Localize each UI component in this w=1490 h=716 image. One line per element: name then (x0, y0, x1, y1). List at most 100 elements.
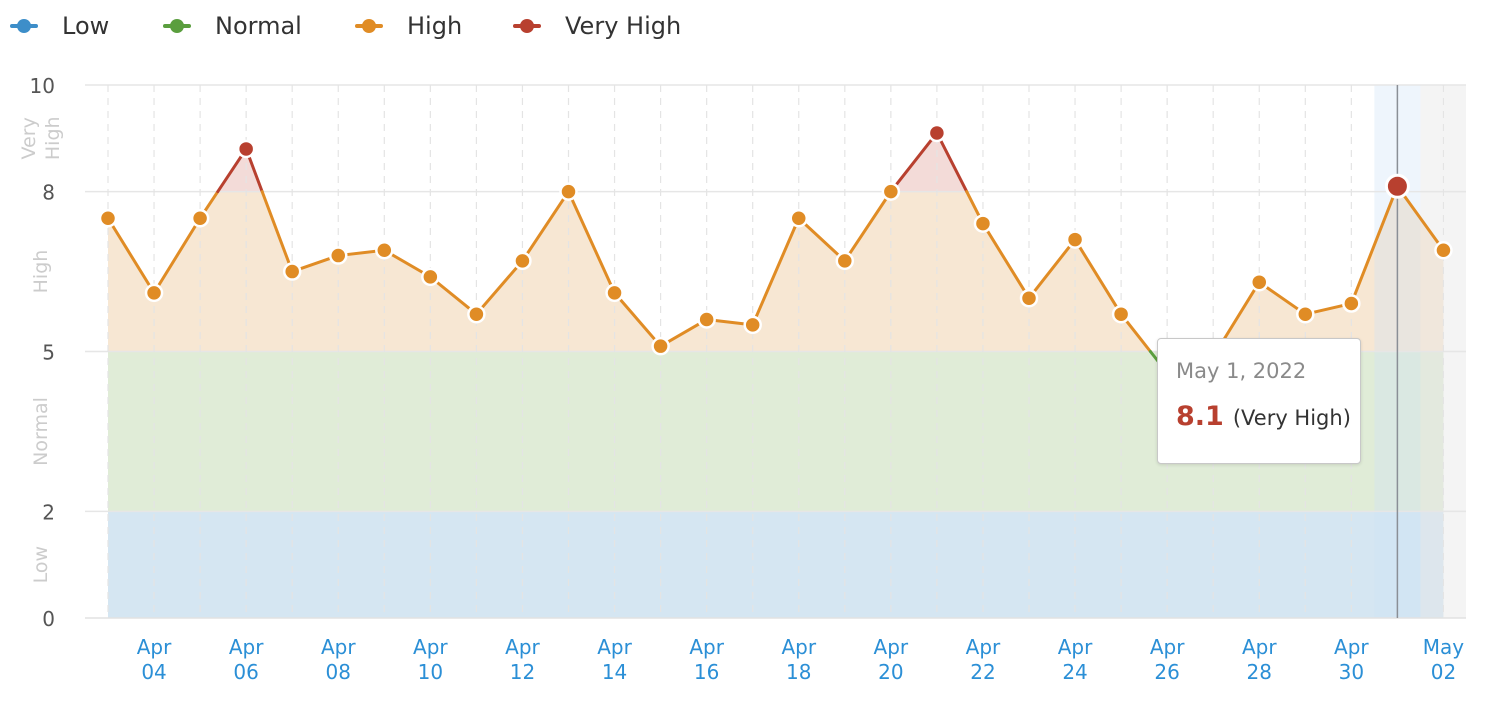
x-tick-month: Apr (321, 635, 356, 659)
x-axis: Apr04Apr06Apr08Apr10Apr12Apr14Apr16Apr18… (85, 617, 1466, 684)
data-point[interactable] (927, 123, 947, 143)
legend-item-very-high[interactable]: Very High (513, 10, 681, 42)
x-tick-day: 18 (786, 660, 811, 684)
x-tick-day: 16 (694, 660, 719, 684)
data-point[interactable] (1342, 294, 1361, 313)
series-line-segment (1257, 280, 1307, 316)
legend-marker-high (355, 18, 383, 34)
x-tick-day: 28 (1247, 660, 1272, 684)
series-line-segment (935, 131, 969, 194)
series-line-segment (1073, 238, 1123, 316)
x-tick-month: Apr (689, 635, 724, 659)
legend-label-high: High (407, 12, 463, 40)
series-line-segment (613, 291, 663, 348)
x-tick-day: 06 (233, 660, 258, 684)
x-tick-month: Apr (1242, 635, 1277, 659)
legend: Low Normal High Very High (0, 0, 1490, 52)
side-label-low: Low (30, 546, 52, 583)
data-point[interactable] (329, 246, 348, 265)
data-point[interactable] (375, 240, 394, 260)
data-point[interactable] (973, 214, 993, 233)
x-tick-day: 10 (418, 660, 443, 684)
series-line-segment (751, 216, 801, 327)
series-line-segment (520, 190, 570, 263)
series-line-segment (843, 190, 893, 263)
legend-marker-very-high (513, 18, 541, 34)
x-tick-day: 12 (510, 660, 535, 684)
x-tick-day: 02 (1431, 660, 1456, 684)
data-point[interactable] (1111, 304, 1131, 324)
y-tick-label: 2 (42, 500, 55, 524)
data-point[interactable] (697, 310, 716, 329)
x-tick-month: Apr (874, 635, 909, 659)
data-point[interactable] (513, 251, 532, 271)
data-point[interactable] (421, 267, 440, 287)
x-tick-day: 08 (326, 660, 351, 684)
data-point[interactable] (144, 283, 164, 303)
highlighted-data-point[interactable] (1384, 173, 1410, 199)
y-tick-label: 5 (42, 341, 55, 365)
y-tick-label: 0 (42, 607, 55, 631)
series-line-segment (152, 216, 202, 295)
x-tick-month: Apr (597, 635, 632, 659)
x-tick-day: 24 (1062, 660, 1087, 684)
x-tick-day: 04 (141, 660, 166, 684)
x-tick-day: 14 (602, 660, 627, 684)
y-tick-label: 10 (30, 74, 55, 98)
x-tick-day: 20 (878, 660, 903, 684)
x-tick-month: Apr (781, 635, 816, 659)
data-point[interactable] (1296, 304, 1315, 324)
data-point[interactable] (467, 304, 486, 324)
side-label-very-high: High (42, 116, 64, 160)
legend-item-normal[interactable]: Normal (163, 10, 302, 42)
tooltip-value: 8.1 (1176, 401, 1224, 432)
data-point[interactable] (236, 139, 256, 159)
data-point[interactable] (1065, 230, 1085, 249)
series-line-segment (474, 259, 524, 316)
tooltip-date: May 1, 2022 (1176, 359, 1307, 383)
legend-marker-normal (163, 18, 191, 34)
data-point[interactable] (1250, 272, 1269, 292)
data-point[interactable] (190, 209, 210, 228)
series-line-segment (428, 275, 478, 316)
data-point[interactable] (835, 251, 855, 271)
side-label-normal: Normal (30, 397, 52, 466)
series-line-segment (889, 131, 939, 194)
data-point[interactable] (651, 336, 670, 356)
series-line-segment (260, 190, 294, 274)
series-line-segment (106, 216, 156, 295)
data-point[interactable] (743, 315, 762, 335)
band-very-high (108, 132, 1444, 192)
data-point[interactable] (1019, 288, 1039, 308)
legend-dot-normal (170, 19, 184, 33)
x-tick-day: 22 (970, 660, 995, 684)
data-point[interactable] (282, 262, 302, 281)
x-tick-month: Apr (1334, 635, 1369, 659)
legend-label-low: Low (62, 12, 110, 40)
data-point[interactable] (559, 182, 578, 201)
x-tick-day: 26 (1154, 660, 1179, 684)
legend-item-high[interactable]: High (355, 10, 462, 42)
x-tick-month: May (1423, 635, 1465, 659)
legend-dot-high (362, 19, 376, 33)
legend-item-low[interactable]: Low (10, 10, 109, 42)
tooltip-level: (Very High) (1232, 406, 1351, 430)
x-tick-month: Apr (229, 635, 264, 659)
y-tick-label: 8 (42, 181, 55, 205)
data-point[interactable] (789, 209, 808, 228)
data-point[interactable] (1434, 240, 1453, 260)
side-label-high: High (30, 250, 52, 294)
data-point[interactable] (881, 182, 901, 201)
series-line-segment (981, 222, 1031, 300)
x-tick-month: Apr (966, 635, 1001, 659)
x-tick-month: Apr (1058, 635, 1093, 659)
tooltip-value-row: 8.1 (Very High) (1176, 401, 1360, 432)
data-point[interactable] (98, 209, 118, 228)
x-tick-day: 30 (1339, 660, 1364, 684)
series-line-segment (1349, 190, 1397, 306)
data-point[interactable] (605, 283, 624, 303)
x-tick-month: Apr (505, 635, 540, 659)
